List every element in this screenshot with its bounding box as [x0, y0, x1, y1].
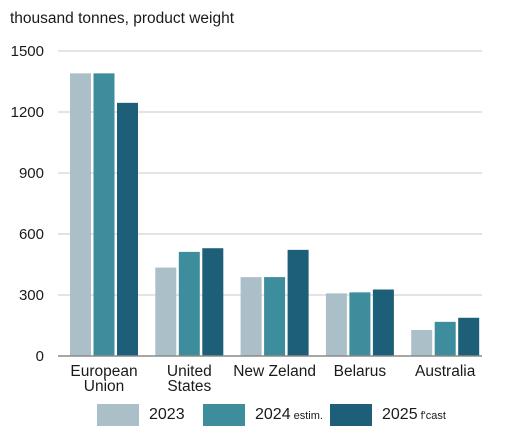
bar-2024: [178, 251, 200, 356]
x-tick-label: New Zeland: [233, 363, 316, 380]
y-tick-label: 1200: [11, 104, 44, 121]
x-tick-label: United States: [167, 363, 212, 395]
chart-plot-area: 0 300 600 900 1200 1500 European Union United Sta…: [11, 43, 482, 395]
legend-label-suffix: f'cast: [420, 410, 446, 422]
y-tick-label: 300: [19, 287, 44, 304]
bar-2025: [287, 249, 309, 356]
legend-label-suffix: estim.: [293, 410, 323, 422]
bar-2023: [325, 293, 347, 356]
legend-item: 2024 estim.: [203, 400, 323, 430]
legend-swatch: [97, 404, 139, 426]
bar-2023: [240, 277, 262, 356]
legend-label: 2023: [149, 406, 185, 423]
x-tick-label: European Union: [70, 363, 137, 395]
chart-legend: 2023 2024 estim. 2025 f'cast: [0, 400, 510, 436]
y-tick-label: 600: [19, 226, 44, 243]
bar-2025: [372, 289, 394, 356]
legend-label: 2024: [255, 406, 291, 423]
bar-2025: [458, 317, 480, 356]
y-tick-label: 1500: [11, 43, 44, 60]
bar-2024: [434, 321, 456, 356]
x-tick-label: Belarus: [334, 363, 387, 380]
bar-2025: [117, 102, 138, 356]
legend-label: 2025: [382, 406, 418, 423]
y-tick-label: 0: [36, 348, 44, 365]
y-tick-label: 900: [19, 165, 44, 182]
legend-swatch: [203, 404, 245, 426]
legend-swatch: [330, 404, 372, 426]
bar-2023: [411, 329, 433, 356]
bar-2024: [349, 292, 371, 356]
bar-2023: [70, 73, 91, 356]
bar-2025: [202, 248, 224, 356]
y-axis-unit-label: thousand tonnes, product weight: [10, 10, 235, 27]
legend-item: 2025 f'cast: [330, 400, 446, 430]
bar-2024: [93, 73, 115, 356]
legend-item: 2023: [97, 400, 185, 430]
bar-2023: [155, 267, 177, 356]
bar-2024: [264, 277, 286, 356]
x-tick-label: Australia: [415, 363, 476, 380]
